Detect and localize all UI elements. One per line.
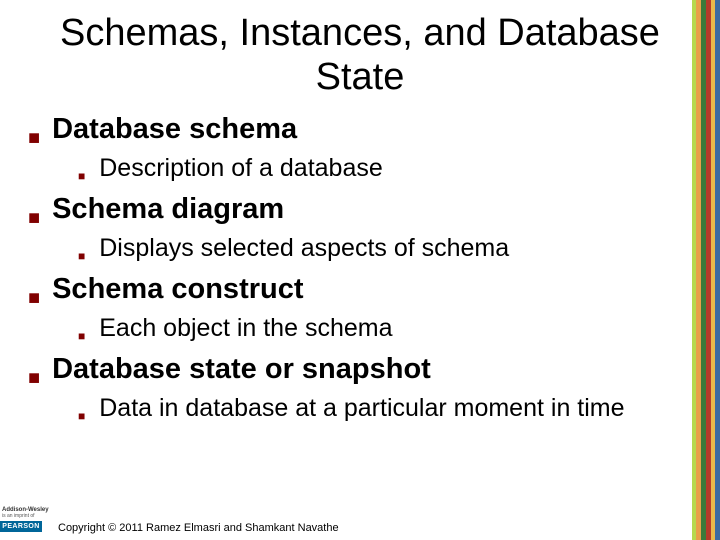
item-heading: Database schema <box>52 113 297 146</box>
sub-list-item: ■ Displays selected aspects of schema <box>78 234 696 263</box>
slide-content: ■ Database schema ■ Description of a databa… <box>0 113 720 423</box>
list-item: ■ Schema construct ■ Each object in the sch… <box>28 273 696 343</box>
decorative-stripes <box>692 0 720 540</box>
sub-list-item: ■ Data in database at a particular moment… <box>78 394 696 423</box>
square-bullet-icon: ■ <box>28 288 40 308</box>
item-description: Data in database at a particular moment … <box>99 394 624 423</box>
publisher-tagline: is an imprint of <box>0 513 54 519</box>
square-bullet-icon: ■ <box>78 170 85 182</box>
slide: Schemas, Instances, and Database State ■… <box>0 0 720 540</box>
square-bullet-icon: ■ <box>78 330 85 342</box>
sub-list-item: ■ Description of a database <box>78 154 696 183</box>
item-description: Description of a database <box>99 154 383 183</box>
item-heading: Database state or snapshot <box>52 353 431 386</box>
slide-footer: Addison-Wesley is an imprint of PEARSON … <box>0 510 720 540</box>
item-description: Each object in the schema <box>99 314 392 343</box>
sub-list-item: ■ Each object in the schema <box>78 314 696 343</box>
stripe <box>715 0 720 540</box>
publisher-logo: Addison-Wesley is an imprint of PEARSON <box>0 507 54 532</box>
item-heading: Schema diagram <box>52 193 284 226</box>
copyright-text: Copyright © 2011 Ramez Elmasri and Shamk… <box>58 522 339 534</box>
item-heading: Schema construct <box>52 273 303 306</box>
square-bullet-icon: ■ <box>28 208 40 228</box>
square-bullet-icon: ■ <box>78 250 85 262</box>
slide-title: Schemas, Instances, and Database State <box>0 10 720 113</box>
square-bullet-icon: ■ <box>28 368 40 388</box>
item-description: Displays selected aspects of schema <box>99 234 509 263</box>
square-bullet-icon: ■ <box>78 410 85 422</box>
pearson-badge: PEARSON <box>0 521 42 532</box>
list-item: ■ Database state or snapshot ■ Data in data… <box>28 353 696 423</box>
list-item: ■ Schema diagram ■ Displays selected aspect… <box>28 193 696 263</box>
list-item: ■ Database schema ■ Description of a databa… <box>28 113 696 183</box>
square-bullet-icon: ■ <box>28 128 40 148</box>
